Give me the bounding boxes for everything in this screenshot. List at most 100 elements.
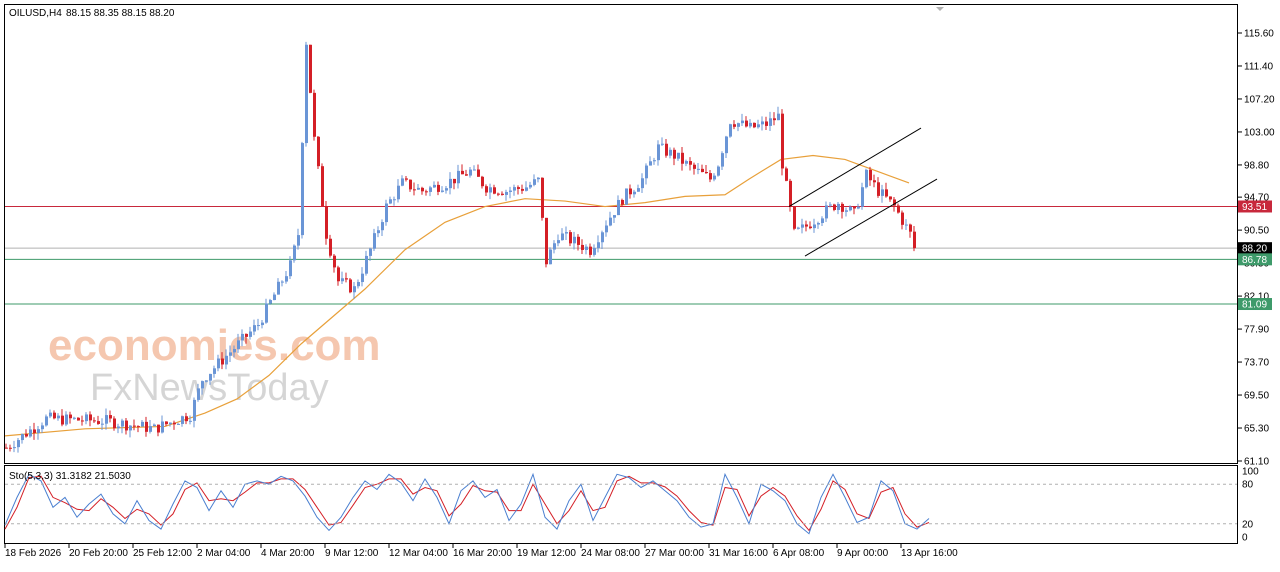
stochastic-level-label: 20 [1242, 519, 1254, 530]
bear-candle [877, 182, 880, 196]
bear-candle [461, 170, 464, 175]
time-axis: 18 Feb 2026 20 Feb 20:00 25 Feb 12:00 2 Mar… [4, 544, 958, 559]
bear-candle [913, 231, 916, 249]
ohlc-header: 88.15 88.35 88.15 88.20 [66, 8, 175, 19]
bear-candle [589, 246, 592, 255]
bear-candle [345, 278, 348, 280]
x-tick-label: 9 Mar 12:00 [325, 548, 379, 559]
bear-candle [109, 415, 112, 419]
y-tick-label: 69.50 [1244, 391, 1269, 402]
bull-candle [661, 143, 664, 145]
bear-candle [541, 177, 544, 218]
bull-candle [725, 136, 728, 154]
bull-candle [281, 281, 284, 283]
bull-candle [529, 184, 532, 188]
bull-candle [225, 355, 228, 365]
level-tag-support [1238, 253, 1272, 266]
bull-candle [213, 368, 216, 374]
bull-candle [829, 204, 832, 206]
level-label-resistance: 93.51 [1242, 202, 1267, 213]
bull-candle [265, 303, 268, 323]
bear-candle [437, 184, 440, 192]
level-tag-current [1238, 242, 1272, 255]
trend-channel[interactable] [788, 127, 938, 257]
bull-candle [561, 233, 564, 241]
bear-candle [869, 169, 872, 181]
channel-lower-line[interactable] [804, 178, 938, 257]
bear-candle [53, 412, 56, 419]
bear-candle [665, 143, 668, 156]
bear-candle [673, 149, 676, 159]
bull-candle [433, 184, 436, 188]
bear-candle [745, 120, 748, 127]
x-tick-label: 20 Feb 20:00 [69, 548, 128, 559]
bull-candle [537, 177, 540, 180]
bull-candle [21, 434, 24, 441]
bear-candle [477, 169, 480, 177]
bear-candle [145, 421, 148, 432]
x-tick-label: 25 Feb 12:00 [133, 548, 192, 559]
y-tick-label: 77.90 [1244, 325, 1269, 336]
bull-candle [865, 169, 868, 188]
stochastic-signal-line [4, 475, 930, 532]
bear-candle [173, 422, 176, 425]
bear-candle [165, 421, 168, 425]
scroll-marker-icon[interactable] [936, 7, 944, 11]
x-tick-label: 6 Apr 08:00 [773, 548, 825, 559]
bear-candle [753, 122, 756, 128]
bull-candle [645, 165, 648, 179]
bull-candle [193, 399, 196, 421]
stochastic-main-line [4, 472, 930, 535]
bull-candle [717, 166, 720, 176]
bull-candle [741, 120, 744, 124]
bull-candle [417, 187, 420, 190]
bull-candle [73, 417, 76, 419]
bear-candle [133, 425, 136, 427]
bull-candle [29, 429, 32, 437]
stochastic-lines [4, 472, 930, 535]
bull-candle [389, 199, 392, 204]
bull-candle [861, 187, 864, 207]
bull-candle [237, 340, 240, 349]
bear-candle [245, 333, 248, 337]
bear-candle [221, 358, 224, 365]
y-tick-label: 107.20 [1244, 94, 1275, 105]
stochastic-level-label: 0 [1242, 533, 1248, 544]
bull-candle [445, 188, 448, 191]
bull-candle [697, 168, 700, 170]
bull-candle [657, 144, 660, 161]
moving-average [4, 154, 910, 437]
x-tick-label: 12 Mar 04:00 [389, 548, 448, 559]
bull-candle [821, 218, 824, 224]
bull-candle [277, 281, 280, 295]
bear-candle [349, 279, 352, 293]
bear-candle [501, 193, 504, 195]
x-tick-label: 2 Mar 04:00 [197, 548, 251, 559]
bull-candle [429, 187, 432, 192]
bull-candle [641, 178, 644, 189]
bull-candle [129, 425, 132, 431]
bull-candle [297, 235, 300, 246]
bear-candle [629, 188, 632, 195]
bull-candle [181, 416, 184, 424]
bear-candle [621, 199, 624, 205]
bear-candle [185, 416, 188, 422]
bull-candle [573, 236, 576, 244]
bull-candle [169, 422, 172, 425]
bull-candle [101, 423, 104, 425]
bull-candle [41, 425, 44, 430]
bear-candle [333, 255, 336, 268]
bull-candle [49, 412, 52, 417]
bull-candle [65, 414, 68, 425]
bull-candle [305, 44, 308, 144]
bear-candle [421, 187, 424, 192]
bull-candle [85, 414, 88, 422]
y-tick-label: 73.70 [1244, 358, 1269, 369]
bull-candle [249, 331, 252, 337]
bear-candle [545, 217, 548, 265]
symbol-header: OILUSD,H4 [9, 8, 62, 19]
bull-candle [525, 187, 528, 191]
bull-candle [377, 230, 380, 234]
channel-upper-line[interactable] [788, 127, 922, 207]
